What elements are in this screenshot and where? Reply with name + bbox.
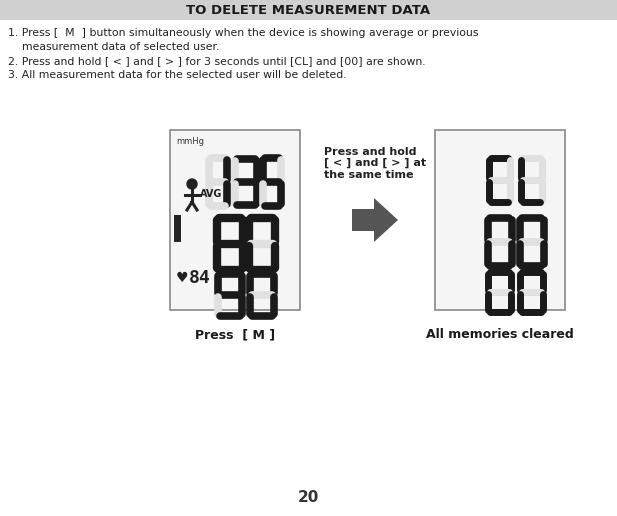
Text: ♥: ♥ — [176, 271, 188, 285]
Text: 2. Press and hold [ < ] and [ > ] for 3 seconds until [CL] and [00] are shown.: 2. Press and hold [ < ] and [ > ] for 3 … — [8, 56, 426, 66]
Text: measurement data of selected user.: measurement data of selected user. — [8, 42, 220, 52]
Text: AVG: AVG — [200, 189, 222, 199]
Circle shape — [187, 179, 197, 189]
Text: Press  [ M ]: Press [ M ] — [195, 328, 275, 341]
Bar — [435, 130, 565, 310]
Text: All memories cleared: All memories cleared — [426, 328, 574, 341]
Polygon shape — [352, 198, 398, 242]
Text: mmHg: mmHg — [176, 137, 204, 146]
Bar — [170, 130, 300, 310]
Text: Press and hold
[ < ] and [ > ] at
the same time: Press and hold [ < ] and [ > ] at the sa… — [324, 147, 426, 180]
Text: 84: 84 — [189, 269, 211, 287]
Text: 3. All measurement data for the selected user will be deleted.: 3. All measurement data for the selected… — [8, 70, 347, 80]
Bar — [0, 0, 617, 20]
Text: TO DELETE MEASUREMENT DATA: TO DELETE MEASUREMENT DATA — [186, 4, 431, 17]
Text: 20: 20 — [298, 491, 319, 506]
Text: 1. Press [  M  ] button simultaneously when the device is showing average or pre: 1. Press [ M ] button simultaneously whe… — [8, 28, 479, 38]
